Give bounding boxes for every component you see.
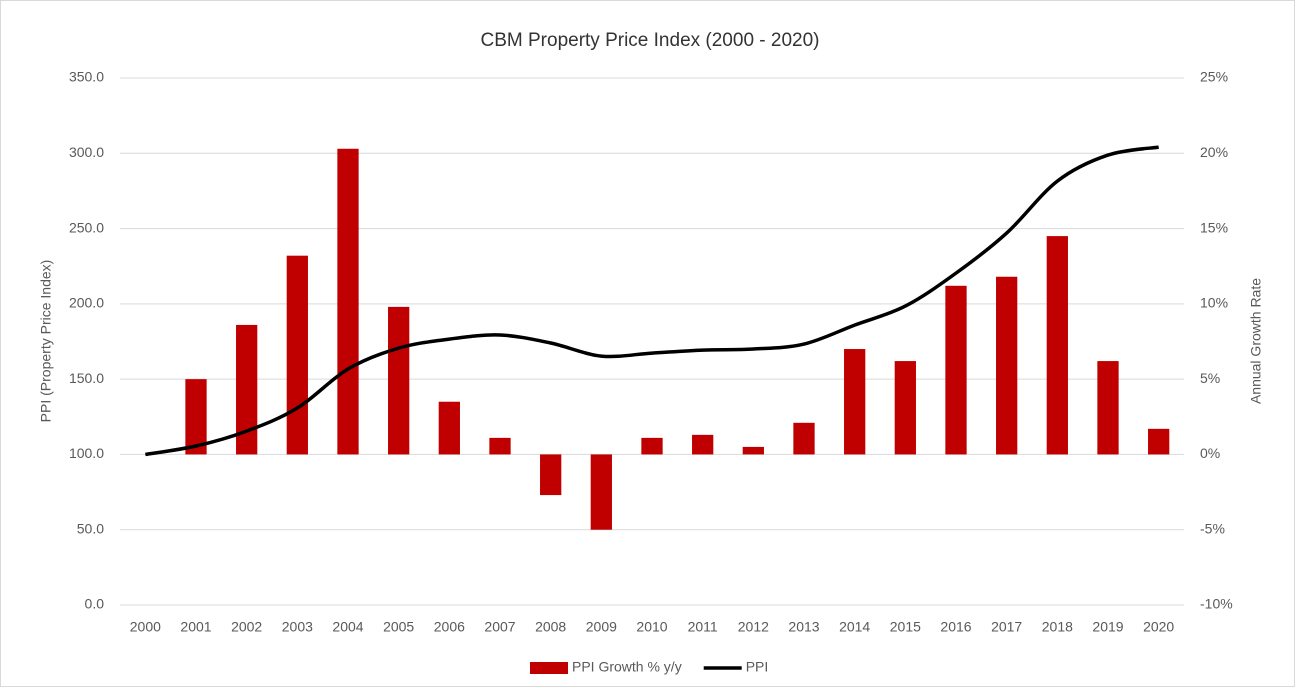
y-tick-label: 350.0 bbox=[69, 69, 104, 85]
y2-tick-label: 10% bbox=[1200, 295, 1228, 311]
x-tick-label: 2009 bbox=[586, 619, 617, 635]
x-tick-label: 2017 bbox=[991, 619, 1022, 635]
y-tick-label: 50.0 bbox=[77, 520, 104, 536]
x-tick-label: 2020 bbox=[1143, 619, 1174, 635]
y2-tick-label: 5% bbox=[1200, 370, 1220, 386]
y2-axis-title: Annual Growth Rate bbox=[1248, 278, 1264, 404]
bar bbox=[996, 276, 1018, 455]
x-tick-label: 2014 bbox=[839, 619, 870, 635]
bar bbox=[489, 437, 511, 455]
bar bbox=[185, 379, 207, 455]
bar bbox=[236, 324, 258, 455]
bar bbox=[844, 349, 866, 455]
y-tick-label: 100.0 bbox=[69, 445, 104, 461]
bar bbox=[1046, 236, 1068, 455]
bar bbox=[590, 454, 612, 530]
bar bbox=[438, 401, 460, 455]
bar bbox=[894, 361, 916, 455]
bar bbox=[540, 454, 562, 496]
legend-swatch bbox=[530, 662, 568, 674]
y-tick-label: 150.0 bbox=[69, 370, 104, 386]
bar bbox=[1097, 361, 1119, 455]
x-tick-label: 2012 bbox=[738, 619, 769, 635]
legend-label: PPI bbox=[746, 659, 769, 675]
y2-tick-label: 0% bbox=[1200, 445, 1220, 461]
y-tick-label: 200.0 bbox=[69, 295, 104, 311]
y-tick-label: 300.0 bbox=[69, 144, 104, 160]
y-tick-label: 0.0 bbox=[85, 596, 105, 612]
y-axis-title: PPI (Property Price Index) bbox=[38, 260, 54, 423]
x-tick-label: 2002 bbox=[231, 619, 262, 635]
bar bbox=[286, 255, 308, 455]
bar bbox=[793, 422, 815, 455]
x-tick-label: 2013 bbox=[788, 619, 819, 635]
x-tick-label: 2005 bbox=[383, 619, 414, 635]
bar bbox=[388, 306, 410, 455]
x-tick-label: 2010 bbox=[636, 619, 667, 635]
bar bbox=[742, 446, 764, 455]
x-tick-label: 2004 bbox=[332, 619, 363, 635]
y2-tick-label: 20% bbox=[1200, 144, 1228, 160]
bar bbox=[337, 148, 359, 455]
y-tick-label: 250.0 bbox=[69, 219, 104, 235]
legend-label: PPI Growth % y/y bbox=[572, 659, 682, 675]
x-tick-label: 2015 bbox=[890, 619, 921, 635]
y2-tick-label: 15% bbox=[1200, 219, 1228, 235]
bar bbox=[945, 285, 967, 455]
x-tick-label: 2003 bbox=[282, 619, 313, 635]
x-tick-label: 2016 bbox=[940, 619, 971, 635]
x-tick-label: 2001 bbox=[180, 619, 211, 635]
chart-title: CBM Property Price Index (2000 - 2020) bbox=[481, 30, 820, 51]
y2-tick-label: -5% bbox=[1200, 520, 1225, 536]
bar bbox=[692, 434, 714, 455]
line bbox=[145, 145, 1159, 457]
y2-tick-label: 25% bbox=[1200, 69, 1228, 85]
y2-tick-label: -10% bbox=[1200, 596, 1233, 612]
bar bbox=[1148, 428, 1170, 455]
x-tick-label: 2006 bbox=[434, 619, 465, 635]
bar bbox=[641, 437, 663, 455]
x-tick-label: 2011 bbox=[688, 619, 718, 635]
x-tick-label: 2007 bbox=[484, 619, 515, 635]
x-tick-label: 2019 bbox=[1092, 619, 1123, 635]
x-tick-label: 2018 bbox=[1042, 619, 1073, 635]
x-tick-label: 2000 bbox=[130, 619, 161, 635]
x-tick-label: 2008 bbox=[535, 619, 566, 635]
